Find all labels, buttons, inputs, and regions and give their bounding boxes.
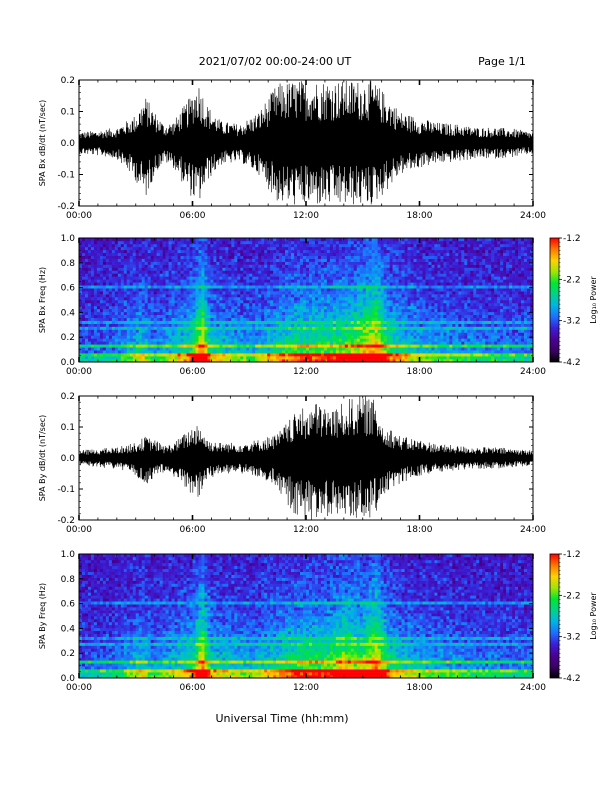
spectrogram-cells — [79, 554, 533, 678]
y-tick-label: 1.0 — [61, 550, 76, 560]
y-tick-label: 0.2 — [61, 392, 75, 402]
y-tick-label: 0.0 — [61, 358, 76, 368]
x-tick-label: 12:00 — [293, 683, 319, 693]
y-tick-label: 0.4 — [61, 624, 76, 634]
y-tick-label: 0.6 — [61, 600, 76, 610]
y-tick-label: 0.2 — [61, 333, 75, 343]
y-tick-label: 0.8 — [61, 575, 76, 585]
x-tick-label: 18:00 — [407, 367, 433, 377]
x-tick-label: 00:00 — [66, 367, 92, 377]
report-title: 2021/07/02 00:00-24:00 UT — [199, 55, 352, 68]
panel-bx-timeseries: 00:00 06:00 12:00 18:00 24:00 -0.2 -0.1 0.0 0.1 0… — [38, 76, 546, 221]
y-tick-label: -0.2 — [57, 516, 75, 526]
colorbar-tick-label: -4.2 — [563, 674, 581, 684]
x-tick-label: 00:00 — [66, 525, 92, 535]
y-axis-label: SPA Bx Freq (Hz) — [38, 267, 47, 333]
panels-group: 00:00 06:00 12:00 18:00 24:00 -0.2 -0.1 0.0 0.1 0… — [38, 76, 598, 693]
colorbar-tick-label: -2.2 — [563, 275, 581, 285]
colorbar-tick-label: -2.2 — [563, 591, 581, 601]
x-tick-label: 12:00 — [293, 367, 319, 377]
y-tick-label: -0.1 — [57, 485, 75, 495]
x-tick-label: 24:00 — [520, 367, 546, 377]
panel-by-timeseries: 00:00 06:00 12:00 18:00 24:00 -0.2 -0.1 0.0 0.1 0… — [38, 392, 546, 535]
data-trace — [79, 396, 533, 519]
y-tick-label: -0.2 — [57, 202, 75, 212]
x-tick-label: 00:00 — [66, 683, 92, 693]
x-tick-label: 18:00 — [407, 525, 433, 535]
x-axis-title: Universal Time (hh:mm) — [216, 712, 349, 725]
x-tick-label: 24:00 — [520, 683, 546, 693]
x-tick-label: 18:00 — [407, 211, 433, 221]
y-axis-label: SPA Bx dB/dt (nT/sec) — [38, 100, 47, 187]
x-tick-label: 24:00 — [520, 525, 546, 535]
y-axis-label: SPA By dB/dt (nT/sec) — [38, 415, 47, 502]
y-tick-label: 1.0 — [61, 234, 76, 244]
panel-by-spectrogram: -1.2 -2.2 -3.2 -4.2 Log₁₀ Power 00:00 06:00 12:… — [38, 550, 598, 693]
y-tick-label: 0.2 — [61, 76, 75, 86]
x-tick-label: 12:00 — [293, 525, 319, 535]
x-tick-label: 12:00 — [293, 211, 319, 221]
page-indicator: Page 1/1 — [478, 55, 526, 68]
x-tick-label: 06:00 — [180, 211, 206, 221]
y-tick-label: 0.4 — [61, 308, 76, 318]
colorbar-tick-label: -3.2 — [563, 317, 581, 327]
spectrogram-cells — [79, 238, 533, 362]
y-axis-label: SPA By Freq (Hz) — [38, 583, 47, 649]
x-tick-label: 06:00 — [180, 683, 206, 693]
x-tick-label: 06:00 — [180, 367, 206, 377]
colorbar-tick-label: -4.2 — [563, 358, 581, 368]
y-tick-label: 0.1 — [61, 423, 75, 433]
data-trace — [79, 80, 533, 204]
y-tick-label: 0.2 — [61, 649, 75, 659]
y-tick-label: 0.0 — [61, 454, 76, 464]
colorbar-tick-label: -3.2 — [563, 633, 581, 643]
x-tick-label: 24:00 — [520, 211, 546, 221]
y-tick-label: 0.6 — [61, 284, 76, 294]
y-tick-label: -0.1 — [57, 171, 75, 181]
x-tick-label: 00:00 — [66, 211, 92, 221]
x-tick-label: 18:00 — [407, 683, 433, 693]
x-tick-label: 06:00 — [180, 525, 206, 535]
y-tick-label: 0.0 — [61, 674, 76, 684]
y-tick-label: 0.1 — [61, 108, 75, 118]
colorbar — [550, 238, 559, 362]
y-tick-label: 0.0 — [61, 139, 76, 149]
colorbar-tick-label: -1.2 — [563, 234, 581, 244]
colorbar-label: Log₁₀ Power — [589, 592, 598, 640]
colorbar-label: Log₁₀ Power — [589, 276, 598, 324]
panel-bx-spectrogram: -1.2 -2.2 -3.2 -4.2 Log₁₀ Power 00:00 06:00 12:… — [38, 234, 598, 377]
y-tick-label: 0.8 — [61, 259, 76, 269]
colorbar-tick-label: -1.2 — [563, 550, 581, 560]
colorbar — [550, 554, 559, 678]
